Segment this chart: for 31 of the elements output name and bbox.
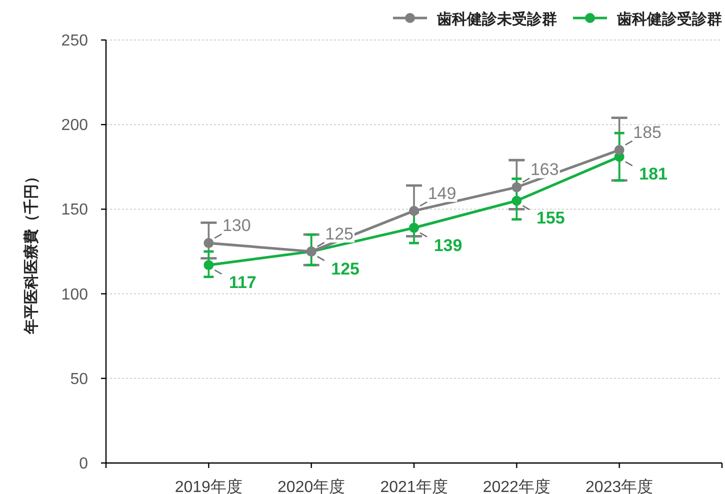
data-label: 181 [639, 164, 668, 184]
y-tick-label: 50 [70, 370, 88, 388]
point [204, 260, 214, 270]
point [409, 222, 419, 233]
data-label: 163 [530, 160, 559, 180]
data-label: 139 [434, 236, 462, 255]
y-tick-label: 0 [79, 456, 88, 472]
data-label: 155 [536, 208, 565, 228]
data-label: 125 [325, 224, 354, 244]
point [512, 182, 522, 192]
x-tick-label: 2023年度 [586, 478, 654, 494]
x-tick-label: 2022年度 [482, 478, 550, 494]
point [204, 238, 214, 248]
x-tick-label: 2021年度 [380, 478, 448, 494]
point [512, 196, 522, 206]
y-axis-title: 年平医科医療費（千円） [22, 169, 40, 335]
data-label: 149 [428, 184, 456, 203]
y-tick-label: 200 [61, 117, 88, 134]
data-label: 130 [222, 216, 251, 236]
y-tick-label: 250 [61, 32, 88, 50]
x-tick-label: 2020年度 [278, 478, 346, 494]
y-tick-label: 100 [61, 286, 88, 304]
data-label: 125 [331, 260, 360, 278]
legend-label: 歯科健診未受診群 [436, 11, 557, 28]
data-label: 185 [633, 122, 662, 142]
point [409, 206, 419, 216]
point [614, 144, 624, 155]
y-tick-label: 150 [61, 202, 88, 219]
x-tick-label: 2019年度 [174, 478, 242, 494]
legend-label: 歯科健診受診群 [616, 11, 722, 28]
data-label: 117 [228, 273, 256, 292]
